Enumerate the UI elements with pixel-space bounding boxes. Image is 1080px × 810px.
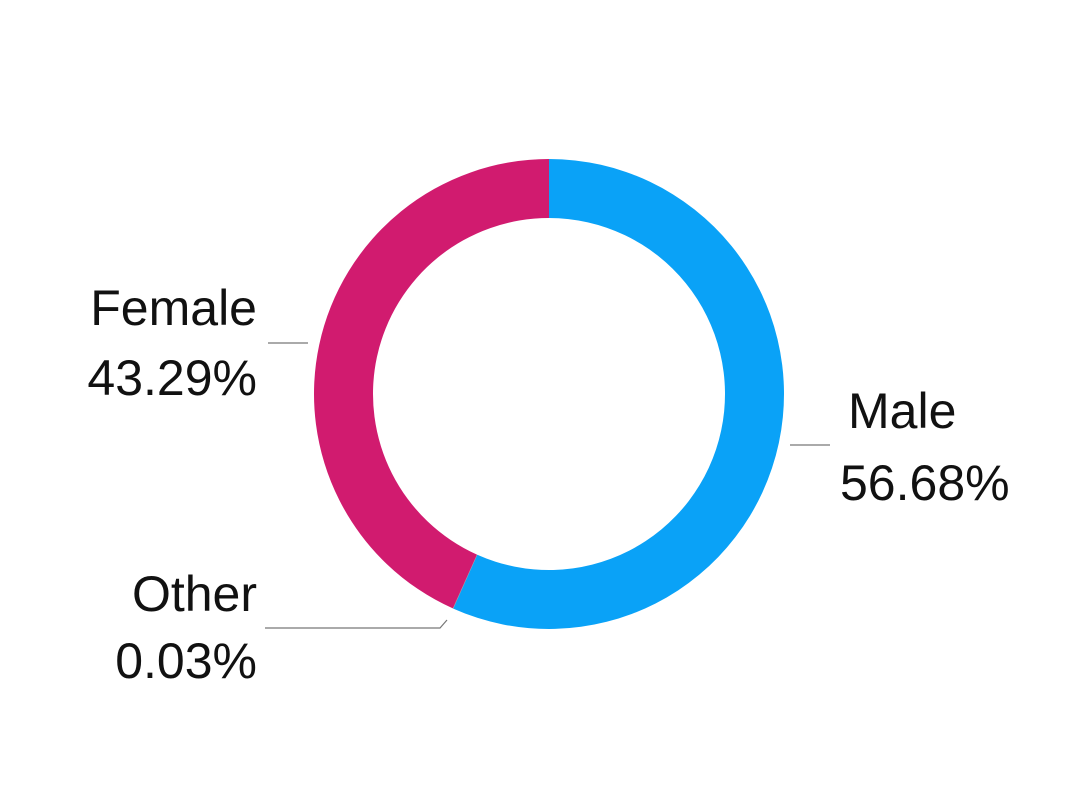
donut-slice bbox=[453, 159, 784, 629]
slice-label: Other bbox=[132, 566, 257, 622]
donut-slice bbox=[314, 159, 549, 609]
slice-value-label: 0.03% bbox=[115, 633, 257, 689]
donut-slice bbox=[452, 554, 478, 609]
slice-label: Male bbox=[848, 383, 956, 439]
slice-value-label: 56.68% bbox=[840, 455, 1010, 511]
slice-value-label: 43.29% bbox=[87, 350, 257, 406]
slice-label: Female bbox=[90, 280, 257, 336]
leader-line bbox=[265, 619, 448, 629]
